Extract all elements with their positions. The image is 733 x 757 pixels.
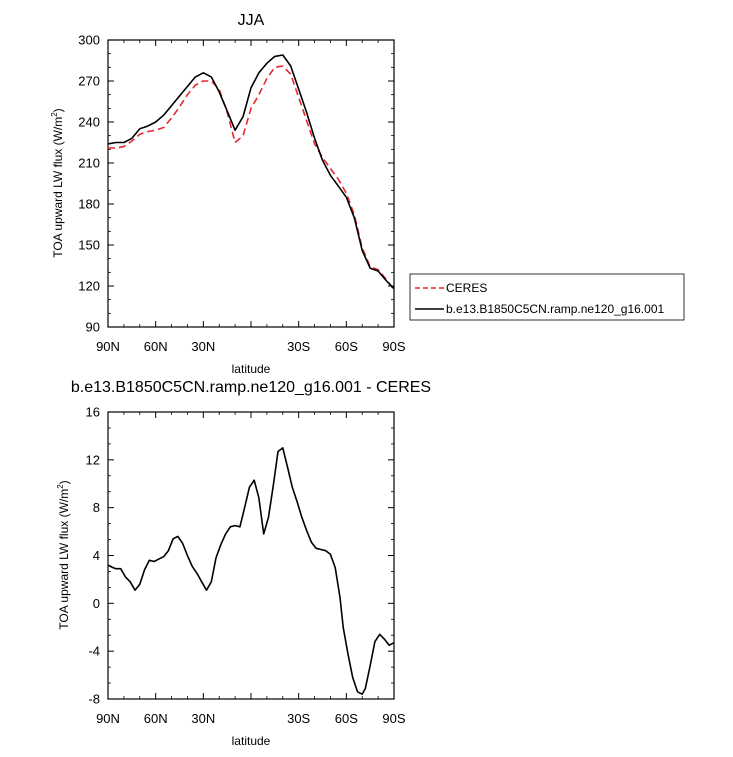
- top-chart-y-label: TOA upward LW flux (W/m2): [50, 108, 65, 257]
- series-line-ceres: [108, 65, 395, 291]
- top-chart: JJA 90 120 150 180 210 240 270 300 90N 60N 30N 30S…: [50, 12, 685, 376]
- x-tick-label: 60S: [335, 711, 358, 726]
- bottom-chart-frame: [107, 411, 395, 700]
- bottom-chart-y-axis: -8 -4 0 4 8 12 16: [86, 405, 394, 707]
- y-tick-label: 270: [78, 74, 100, 89]
- legend-ceres-label: CERES: [446, 281, 487, 295]
- bottom-chart-x-axis: 90N 60N 30N 30S 60S 90S: [96, 412, 406, 726]
- y-tick-label: 240: [78, 115, 100, 130]
- y-tick-label: 8: [93, 500, 100, 515]
- legend-box: [409, 273, 685, 321]
- bottom-chart: b.e13.B1850C5CN.ramp.ne120_g16.001 - CER…: [56, 379, 431, 748]
- y-tick-label: 16: [86, 405, 100, 420]
- y-tick-label: 120: [78, 279, 100, 294]
- top-chart-x-axis: 90N 60N 30N 30S 60S 90S: [96, 40, 406, 354]
- x-tick-label: 90N: [96, 339, 120, 354]
- series-line-b-e13-b1850c5cn-ramp-ne120-g16-001: [107, 54, 395, 290]
- y-tick-label: 90: [86, 320, 100, 335]
- y-tick-label: 300: [78, 33, 100, 48]
- x-tick-label: 30S: [287, 711, 310, 726]
- y-tick-label: 4: [93, 548, 100, 563]
- y-tick-label: 210: [78, 156, 100, 171]
- y-tick-label: 0: [93, 596, 100, 611]
- y-tick-label: -8: [88, 692, 100, 707]
- y-tick-label: 12: [86, 452, 100, 467]
- x-tick-label: 60S: [335, 339, 358, 354]
- x-tick-label: 90N: [96, 711, 120, 726]
- top-chart-frame: [107, 39, 395, 328]
- bottom-chart-y-label: TOA upward LW flux (W/m2): [56, 480, 71, 629]
- x-tick-label: 30N: [191, 711, 215, 726]
- x-tick-label: 60N: [144, 711, 168, 726]
- y-tick-label: 180: [78, 197, 100, 212]
- top-chart-series: [107, 54, 395, 291]
- top-chart-y-axis: 90 120 150 180 210 240 270 300: [78, 33, 394, 335]
- legend-model-label: b.e13.B1850C5CN.ramp.ne120_g16.001: [446, 302, 664, 316]
- x-tick-label: 60N: [144, 339, 168, 354]
- x-tick-label: 90S: [382, 339, 405, 354]
- x-tick-label: 30S: [287, 339, 310, 354]
- y-tick-label: 150: [78, 238, 100, 253]
- x-tick-label: 90S: [382, 711, 405, 726]
- bottom-chart-title: b.e13.B1850C5CN.ramp.ne120_g16.001 - CER…: [71, 379, 431, 396]
- y-tick-label: -4: [88, 644, 100, 659]
- series-line-difference: [107, 447, 395, 696]
- bottom-chart-series: [107, 447, 395, 696]
- bottom-chart-x-label: latitude: [232, 734, 271, 748]
- legend: CERES b.e13.B1850C5CN.ramp.ne120_g16.001: [409, 273, 685, 321]
- x-tick-label: 30N: [191, 339, 215, 354]
- top-chart-x-label: latitude: [232, 362, 271, 376]
- top-chart-title: JJA: [238, 12, 265, 29]
